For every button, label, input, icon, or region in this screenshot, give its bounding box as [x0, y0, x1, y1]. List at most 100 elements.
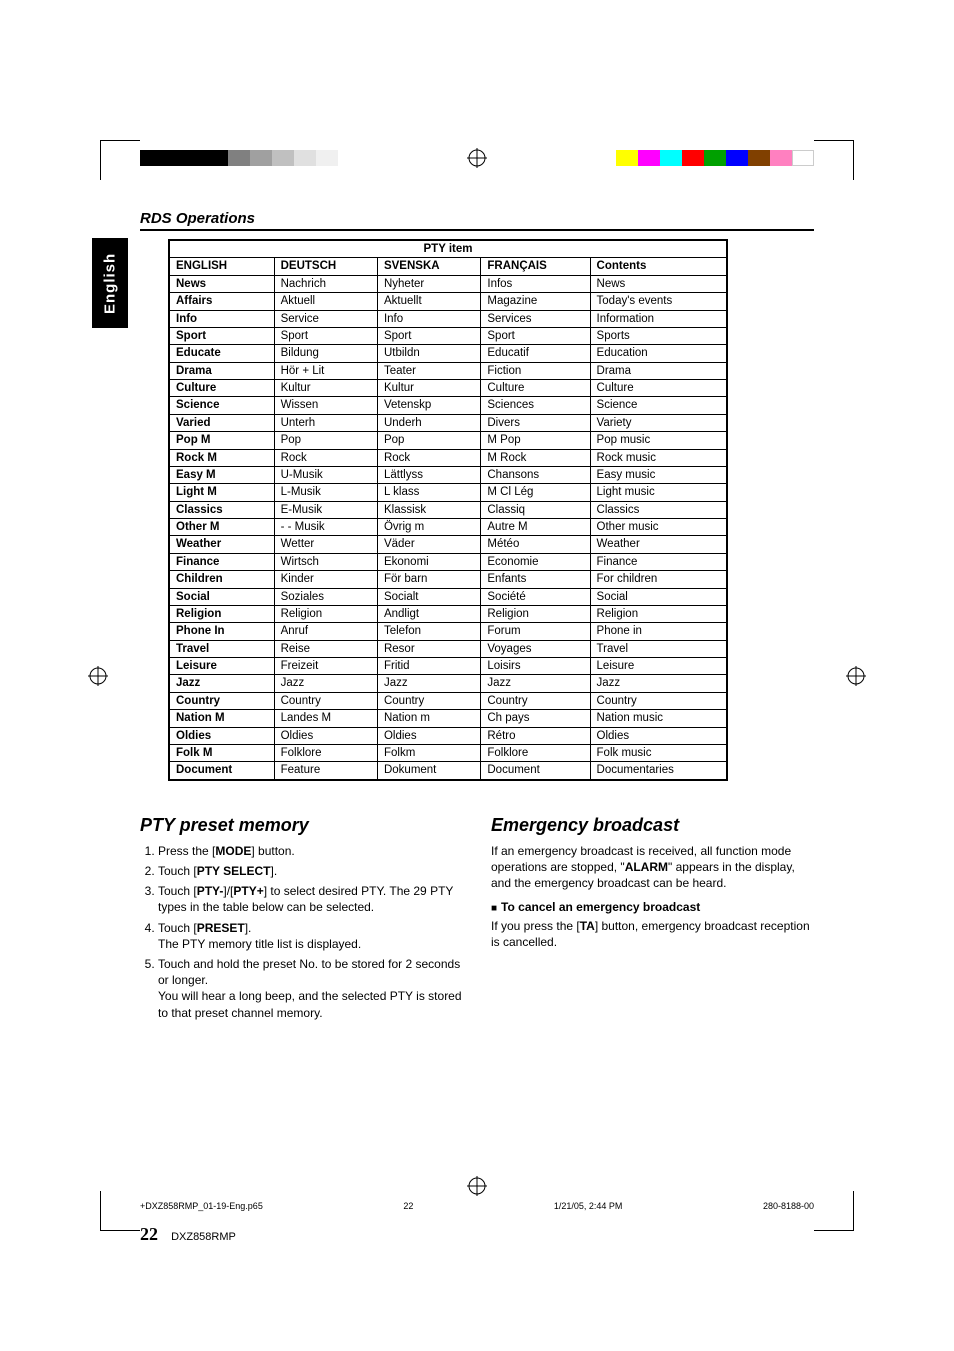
table-cell: Wissen: [274, 397, 377, 414]
table-cell: News: [590, 275, 727, 292]
table-cell: M Cl Lég: [481, 484, 590, 501]
table-cell: Services: [481, 310, 590, 327]
color-swatch: [140, 150, 162, 166]
table-cell: Aktuellt: [377, 293, 480, 310]
table-cell: Easy music: [590, 466, 727, 483]
table-row: Folk MFolkloreFolkmFolkloreFolk music: [169, 744, 727, 761]
color-swatch: [748, 150, 770, 166]
footer-file: +DXZ858RMP_01-19-Eng.p65: [140, 1201, 263, 1211]
list-item: Touch [PTY SELECT].: [158, 863, 463, 879]
table-cell: Rock M: [169, 449, 274, 466]
table-cell: Ekonomi: [377, 553, 480, 570]
table-cell: Country: [169, 692, 274, 709]
table-cell: L klass: [377, 484, 480, 501]
table-cell: Autre M: [481, 519, 590, 536]
registration-mark-icon: [88, 666, 108, 686]
registration-mark-icon: [846, 666, 866, 686]
table-cell: Education: [590, 345, 727, 362]
table-cell: Oldies: [377, 727, 480, 744]
table-cell: Science: [590, 397, 727, 414]
table-cell: Leisure: [169, 658, 274, 675]
table-header-cell: SVENSKA: [377, 258, 480, 275]
crop-mark-tr: [814, 140, 854, 180]
table-cell: Loisirs: [481, 658, 590, 675]
page-number-block: 22 DXZ858RMP: [140, 1224, 236, 1245]
table-cell: Jazz: [377, 675, 480, 692]
table-cell: L-Musik: [274, 484, 377, 501]
pty-table-header-row: ENGLISHDEUTSCHSVENSKAFRANÇAISContents: [169, 258, 727, 275]
footer-page: 22: [403, 1201, 413, 1211]
table-row: DocumentFeatureDokumentDocumentDocumenta…: [169, 762, 727, 780]
table-cell: Today's events: [590, 293, 727, 310]
table-cell: Soziales: [274, 588, 377, 605]
table-header-cell: ENGLISH: [169, 258, 274, 275]
table-cell: Children: [169, 571, 274, 588]
color-swatch: [272, 150, 294, 166]
table-cell: Finance: [169, 553, 274, 570]
table-cell: Resor: [377, 640, 480, 657]
color-swatch: [792, 150, 814, 166]
table-cell: Landes M: [274, 710, 377, 727]
table-row: TravelReiseResorVoyagesTravel: [169, 640, 727, 657]
table-cell: Enfants: [481, 571, 590, 588]
cancel-sub-heading-text: To cancel an emergency broadcast: [501, 900, 700, 914]
footer: +DXZ858RMP_01-19-Eng.p65 22 1/21/05, 2:4…: [140, 1201, 814, 1211]
table-cell: Religion: [590, 605, 727, 622]
registration-mark-icon: [467, 1176, 487, 1196]
table-cell: Classics: [590, 501, 727, 518]
table-cell: Varied: [169, 414, 274, 431]
table-cell: Oldies: [590, 727, 727, 744]
table-cell: Religion: [274, 605, 377, 622]
table-cell: Leisure: [590, 658, 727, 675]
list-item: Touch [PTY-]/[PTY+] to select desired PT…: [158, 883, 463, 915]
table-cell: Nation music: [590, 710, 727, 727]
table-row: SocialSozialesSocialtSociétéSocial: [169, 588, 727, 605]
right-column: Emergency broadcast If an emergency broa…: [491, 813, 814, 1025]
table-cell: Rock: [377, 449, 480, 466]
table-cell: Kinder: [274, 571, 377, 588]
table-cell: Folk music: [590, 744, 727, 761]
table-cell: Société: [481, 588, 590, 605]
table-cell: Culture: [169, 380, 274, 397]
table-cell: Météo: [481, 536, 590, 553]
table-cell: Weather: [590, 536, 727, 553]
table-cell: Rock: [274, 449, 377, 466]
table-cell: Sport: [169, 327, 274, 344]
cancel-sub-heading: ■To cancel an emergency broadcast: [491, 899, 814, 916]
table-cell: Sport: [274, 327, 377, 344]
page-number: 22: [140, 1224, 158, 1244]
table-row: ScienceWissenVetenskpSciencesScience: [169, 397, 727, 414]
table-cell: Other music: [590, 519, 727, 536]
table-cell: Country: [590, 692, 727, 709]
table-row: ReligionReligionAndligtReligionReligion: [169, 605, 727, 622]
table-row: ChildrenKinderFör barnEnfantsFor childre…: [169, 571, 727, 588]
language-tab: English: [92, 238, 128, 328]
table-cell: Telefon: [377, 623, 480, 640]
table-cell: Social: [169, 588, 274, 605]
crop-mark-tl: [100, 140, 140, 180]
table-cell: Bildung: [274, 345, 377, 362]
pty-table-title: PTY item: [169, 240, 727, 258]
color-swatch: [616, 150, 638, 166]
table-cell: Jazz: [590, 675, 727, 692]
table-cell: Vetenskp: [377, 397, 480, 414]
table-cell: Document: [481, 762, 590, 780]
table-cell: Pop: [377, 432, 480, 449]
table-cell: Ch pays: [481, 710, 590, 727]
table-row: NewsNachrichNyheterInfosNews: [169, 275, 727, 292]
emergency-body: If an emergency broadcast is received, a…: [491, 843, 814, 892]
table-cell: Wirtsch: [274, 553, 377, 570]
table-cell: Övrig m: [377, 519, 480, 536]
table-cell: Country: [274, 692, 377, 709]
table-cell: Country: [481, 692, 590, 709]
table-cell: Religion: [169, 605, 274, 622]
table-cell: Travel: [590, 640, 727, 657]
table-cell: Divers: [481, 414, 590, 431]
table-cell: Freizeit: [274, 658, 377, 675]
table-cell: Nachrich: [274, 275, 377, 292]
table-row: LeisureFreizeitFritidLoisirsLeisure: [169, 658, 727, 675]
table-cell: Utbildn: [377, 345, 480, 362]
table-cell: Classics: [169, 501, 274, 518]
table-cell: Educatif: [481, 345, 590, 362]
table-cell: Reise: [274, 640, 377, 657]
